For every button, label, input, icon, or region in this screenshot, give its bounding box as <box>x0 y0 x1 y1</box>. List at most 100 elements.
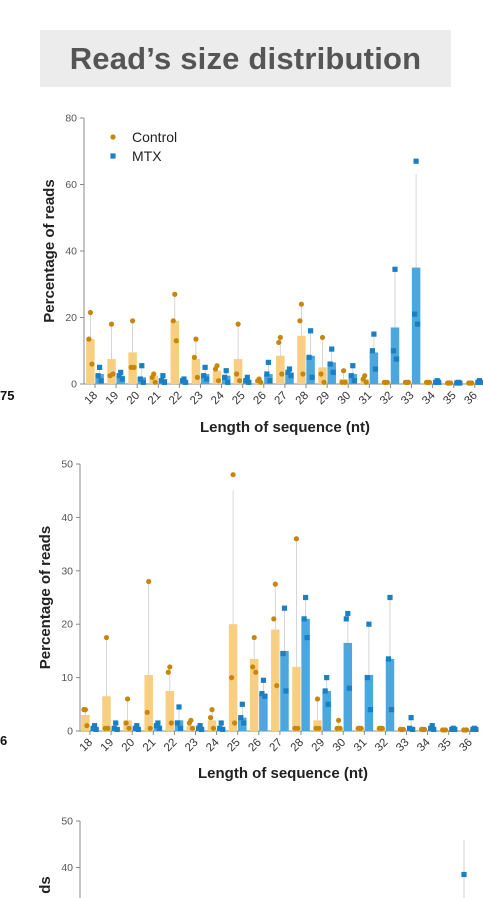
mtx-point <box>428 725 434 731</box>
control-point <box>126 725 132 731</box>
mtx-point <box>246 379 252 385</box>
control-bar <box>170 320 180 384</box>
control-point <box>443 727 449 733</box>
control-point <box>360 376 366 382</box>
control-bar <box>149 375 158 384</box>
mtx-point <box>225 379 231 385</box>
control-bar <box>271 629 280 731</box>
control-point <box>210 725 217 731</box>
control-point <box>251 634 257 641</box>
title-banner: Read’s size distribution <box>40 30 451 87</box>
control-point <box>379 725 385 731</box>
control-point <box>81 707 87 713</box>
mtx-point <box>388 707 395 713</box>
control-point <box>277 334 283 341</box>
x-tick-label: 33 <box>394 737 412 755</box>
mtx-point <box>369 348 375 354</box>
control-point <box>342 379 348 385</box>
mtx-point <box>364 675 370 681</box>
control-point <box>131 364 137 370</box>
mtx-point <box>116 373 122 379</box>
mtx-point <box>196 725 202 731</box>
control-point <box>212 366 219 372</box>
control-point <box>276 339 282 346</box>
mtx-point <box>346 685 352 691</box>
x-tick-label: 36 <box>457 737 475 755</box>
control-point <box>464 727 470 733</box>
x-tick-label: 24 <box>209 389 227 407</box>
mtx-point <box>351 378 357 384</box>
mtx-point <box>413 158 419 164</box>
x-tick-label: 29 <box>315 390 333 408</box>
x-tick-label: 35 <box>436 737 454 755</box>
x-tick-label: 18 <box>78 737 96 755</box>
mtx-point <box>132 725 138 731</box>
mtx-point <box>457 380 463 386</box>
control-point <box>103 634 110 641</box>
control-point <box>293 536 299 542</box>
control-point <box>426 379 433 385</box>
mtx-point <box>348 373 354 379</box>
x-tick-label: 24 <box>204 736 222 754</box>
y-tick-label: 50 <box>61 816 73 828</box>
x-tick-label: 32 <box>378 390 396 408</box>
y-tick-label: 80 <box>65 113 77 125</box>
y-tick-label: 40 <box>61 512 73 524</box>
mtx-point <box>201 373 207 379</box>
y-tick-label: 40 <box>61 862 73 874</box>
mtx-point <box>366 621 372 627</box>
mtx-point <box>309 374 315 380</box>
mtx-point <box>139 363 145 369</box>
mtx-point <box>202 364 208 370</box>
control-point <box>189 725 195 731</box>
control-point <box>173 338 179 344</box>
x-tick-label: 22 <box>162 737 180 755</box>
mtx-point <box>408 715 414 721</box>
y-tick-label: 50 <box>61 459 73 471</box>
mtx-point <box>222 374 228 380</box>
control-point <box>272 581 278 587</box>
mtx-point <box>259 691 265 697</box>
control-bar <box>297 335 306 384</box>
mtx-point <box>95 373 101 379</box>
control-bar <box>313 720 322 731</box>
mtx-point <box>350 363 356 369</box>
control-point <box>319 334 326 341</box>
mtx-point <box>286 366 293 372</box>
control-point <box>253 669 259 675</box>
x-tick-label: 26 <box>246 737 264 755</box>
x-axis-title: Length of sequence (nt) <box>200 419 370 436</box>
control-bar <box>107 359 116 384</box>
mtx-point <box>220 726 226 732</box>
control-point <box>149 374 155 380</box>
x-tick-label: 35 <box>441 390 459 408</box>
control-point <box>105 725 111 731</box>
control-point <box>86 336 92 342</box>
mtx-point <box>182 379 189 385</box>
control-bar <box>276 355 285 384</box>
control-point <box>234 371 240 377</box>
y-axis-title: Percentage of reads <box>41 179 58 322</box>
mtx-point <box>327 361 333 367</box>
mtx-point <box>412 311 418 317</box>
control-bar <box>249 658 259 731</box>
x-tick-label: 25 <box>225 737 243 755</box>
control-point <box>337 725 343 731</box>
cropped-panel-label: 6 <box>0 733 8 748</box>
mtx-point <box>415 321 421 327</box>
x-tick-label: 18 <box>83 390 101 408</box>
mtx-point <box>478 379 483 385</box>
control-point <box>170 318 176 324</box>
x-tick-label: 23 <box>183 737 201 755</box>
control-point <box>336 717 342 723</box>
control-bar <box>233 359 243 384</box>
mtx-point <box>473 726 479 732</box>
y-tick-label: 0 <box>71 379 77 391</box>
control-point <box>363 379 369 385</box>
mtx-point <box>283 688 289 694</box>
control-bar <box>212 370 222 384</box>
mtx-point <box>218 720 224 726</box>
mtx-bar <box>174 720 184 731</box>
mtx-point <box>158 378 164 384</box>
